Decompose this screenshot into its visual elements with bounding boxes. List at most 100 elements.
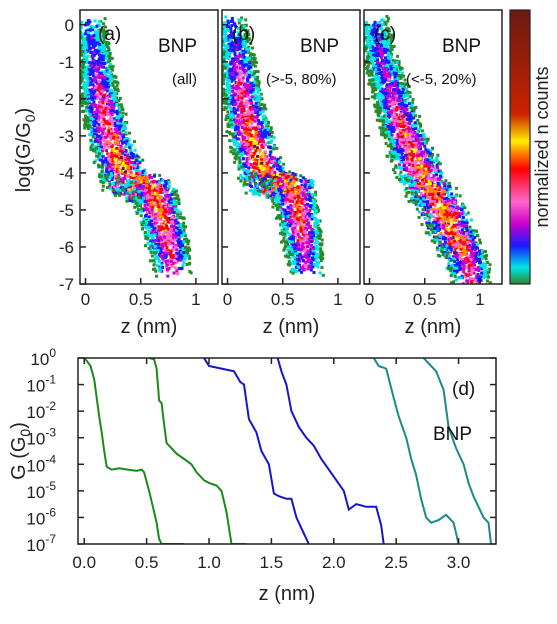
heatmap-cell [159, 199, 162, 203]
heatmap-cell [112, 148, 116, 152]
heatmap-cell [259, 92, 263, 96]
heatmap-cell [76, 21, 79, 24]
heatmap-cell [129, 172, 133, 176]
heatmap-cell [95, 126, 99, 130]
heatmap-cell [236, 98, 240, 101]
heatmap-cell [180, 234, 184, 238]
heatmap-cell [248, 131, 251, 134]
heatmap-cell [84, 40, 88, 44]
heatmap-cell [228, 106, 232, 110]
heatmap-cell [137, 190, 141, 194]
heatmap-cell [150, 234, 154, 238]
heatmap-cell [156, 246, 160, 250]
heatmap-cell [155, 189, 159, 193]
heatmap-cell [128, 143, 132, 147]
heatmap-cell [100, 29, 104, 33]
heatmap-cell [147, 246, 151, 250]
heatmap-cell [120, 139, 124, 142]
heatmap-cell [105, 89, 109, 93]
heatmap-cell [249, 52, 253, 56]
heatmap-cell [287, 194, 291, 198]
heatmap-cell [244, 191, 248, 195]
heatmap-cell [291, 223, 295, 227]
heatmap-cell [165, 197, 169, 201]
heatmap-cell [230, 123, 234, 127]
heatmap-cell [128, 155, 132, 159]
heatmap-cell [182, 224, 186, 228]
heatmap-cell [76, 36, 79, 39]
heatmap-cell [245, 63, 249, 67]
heatmap-cell [234, 125, 238, 129]
heatmap-cell [228, 139, 232, 143]
heatmap-cell [98, 155, 102, 159]
heatmap-cell [166, 259, 170, 263]
heatmap-cell [91, 91, 95, 95]
heatmap-cell [293, 211, 297, 214]
heatmap-cell [172, 187, 175, 191]
heatmap-cell [136, 177, 140, 181]
heatmap-cell [253, 75, 257, 79]
heatmap-cell [227, 49, 231, 52]
heatmap-cell [244, 105, 248, 109]
heatmap-cell [97, 49, 101, 53]
heatmap-cell [228, 46, 232, 50]
heatmap-cell [133, 180, 137, 184]
heatmap-cell [230, 116, 234, 120]
heatmap-cell [110, 101, 114, 105]
heatmap-cell [240, 140, 243, 144]
heatmap-cell [243, 171, 247, 175]
heatmap-cell [118, 126, 121, 130]
heatmap-cell [224, 101, 228, 105]
heatmap-cell [153, 195, 157, 199]
heatmap-cell [135, 204, 139, 208]
heatmap-cell [222, 78, 225, 82]
heatmap-cell [268, 187, 272, 191]
heatmap-cell [247, 33, 251, 37]
heatmap-cell [239, 26, 243, 30]
heatmap-cell [147, 215, 151, 219]
heatmap-cell [177, 202, 181, 205]
heatmap-cell [299, 198, 303, 202]
heatmap-cell [76, 39, 79, 42]
heatmap-cell [120, 136, 124, 140]
heatmap-cell [82, 109, 86, 113]
heatmap-cell [100, 145, 104, 149]
heatmap-cell [235, 87, 239, 91]
heatmap-cell [246, 91, 250, 95]
heatmap-cell [271, 197, 275, 201]
heatmap-cell [242, 41, 246, 45]
heatmap-cell [240, 28, 243, 32]
heatmap-cell [102, 143, 106, 147]
heatmap-cell [80, 81, 82, 85]
heatmap-cell [224, 118, 228, 122]
heatmap-cell [110, 129, 114, 133]
heatmap-cell [174, 231, 178, 235]
heatmap-cell [236, 39, 240, 43]
heatmap-cell [258, 148, 262, 152]
heatmap-cell [124, 158, 128, 161]
heatmap-cell [124, 131, 128, 135]
heatmap-cell [149, 198, 153, 202]
heatmap-cell [87, 19, 91, 23]
heatmap-cell [294, 194, 298, 198]
heatmap-cell [110, 92, 114, 96]
heatmap-cell [86, 91, 90, 95]
heatmap-cell [102, 40, 106, 44]
heatmap-cell [233, 103, 237, 107]
heatmap-cell [302, 226, 306, 230]
heatmap-cell [258, 193, 262, 197]
heatmap-cell [267, 189, 271, 192]
heatmap-cell [117, 108, 121, 112]
heatmap-cell [240, 165, 244, 169]
heatmap-cell [237, 86, 241, 90]
heatmap-cell [247, 45, 251, 49]
heatmap-cell [139, 184, 143, 188]
heatmap-cell [97, 35, 101, 39]
heatmap-cell [286, 189, 290, 193]
heatmap-cell [246, 93, 250, 97]
heatmap-cell [295, 200, 299, 204]
heatmap-cell [249, 42, 253, 45]
heatmap-cell [157, 205, 161, 209]
heatmap-cell [254, 131, 258, 135]
heatmap-cell [244, 117, 248, 120]
